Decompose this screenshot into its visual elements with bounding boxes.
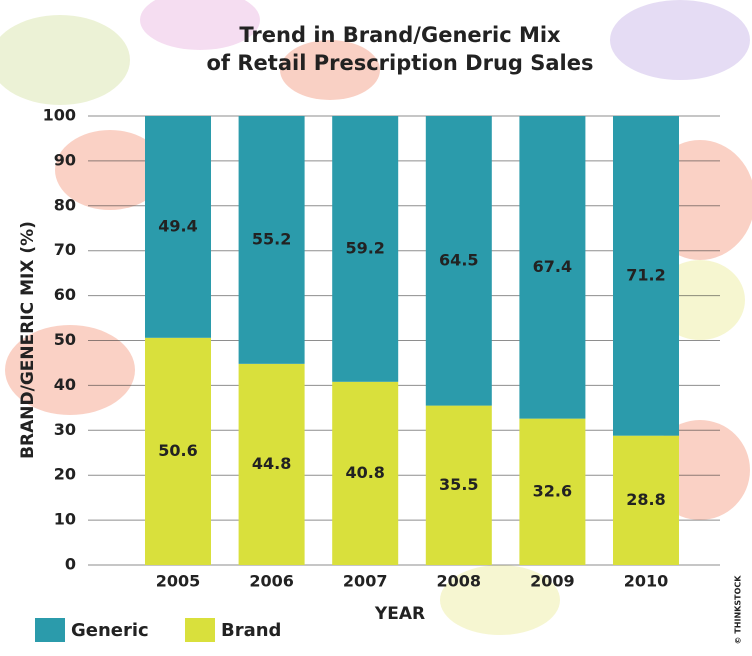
x-tick-label: 2010 xyxy=(624,572,669,591)
value-label: 55.2 xyxy=(252,229,291,248)
x-tick-label: 2005 xyxy=(156,572,201,591)
value-label: 35.5 xyxy=(439,475,478,494)
credit: © THINKSTOCK xyxy=(734,575,743,645)
y-tick-label: 80 xyxy=(54,195,76,214)
legend-label: Generic xyxy=(71,620,149,641)
value-label: 50.6 xyxy=(158,441,197,460)
legend-swatch xyxy=(185,618,215,642)
x-axis-label: YEAR xyxy=(374,604,425,624)
y-tick-label: 90 xyxy=(54,150,76,169)
value-label: 71.2 xyxy=(626,265,665,284)
value-label: 49.4 xyxy=(158,216,197,235)
y-tick-label: 40 xyxy=(54,375,76,394)
y-tick-label: 60 xyxy=(54,285,76,304)
value-label: 59.2 xyxy=(345,238,384,257)
y-tick-label: 70 xyxy=(54,240,76,259)
x-tick-label: 2008 xyxy=(437,572,482,591)
legend-swatch xyxy=(35,618,65,642)
chart-title: of Retail Prescription Drug Sales xyxy=(207,51,594,75)
value-label: 28.8 xyxy=(626,490,665,509)
value-label: 32.6 xyxy=(533,481,572,500)
value-label: 67.4 xyxy=(533,257,572,276)
y-tick-label: 20 xyxy=(54,465,76,484)
x-tick-label: 2006 xyxy=(249,572,294,591)
value-label: 44.8 xyxy=(252,454,291,473)
x-tick-label: 2009 xyxy=(530,572,575,591)
x-tick-label: 2007 xyxy=(343,572,388,591)
legend-label: Brand xyxy=(221,620,281,641)
value-label: 40.8 xyxy=(345,463,384,482)
y-tick-label: 50 xyxy=(54,330,76,349)
chart: Trend in Brand/Generic Mix of Retail Pre… xyxy=(0,0,752,656)
y-tick-label: 100 xyxy=(43,106,76,125)
chart-title: Trend in Brand/Generic Mix xyxy=(239,23,561,47)
y-axis-label: BRAND/GENERIC MIX (%) xyxy=(18,221,38,459)
y-tick-label: 0 xyxy=(65,555,76,574)
y-tick-label: 10 xyxy=(54,510,76,529)
y-tick-label: 30 xyxy=(54,420,76,439)
value-label: 64.5 xyxy=(439,250,478,269)
